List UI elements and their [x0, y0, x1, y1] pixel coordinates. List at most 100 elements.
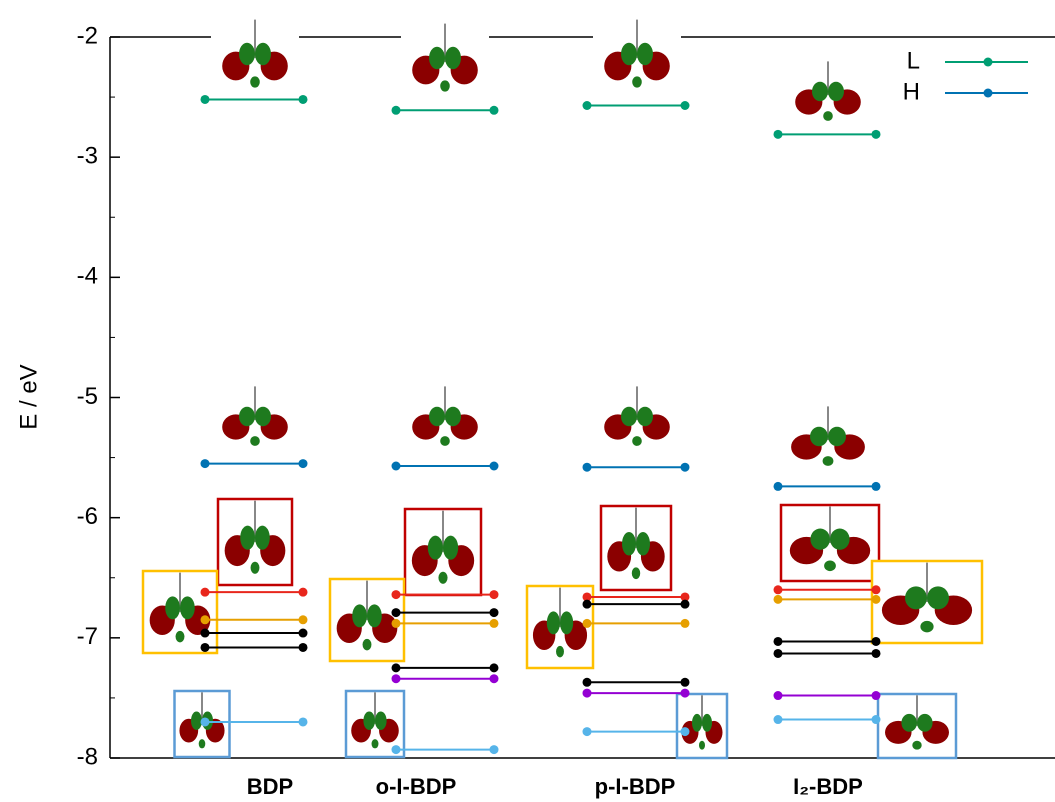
lobe [363, 639, 372, 650]
energy-level [774, 691, 881, 700]
lobe [810, 529, 830, 550]
level-dot [774, 130, 783, 139]
orbital-picture [593, 385, 681, 455]
level-dot [299, 615, 308, 624]
level-dot [392, 663, 401, 672]
orbital-picture [677, 694, 727, 758]
lobe [372, 739, 379, 748]
lobe [622, 532, 636, 556]
level-dot [490, 745, 499, 754]
level-dot [490, 461, 499, 470]
level-dot [681, 727, 690, 736]
lobe [250, 76, 260, 87]
orbital-picture [211, 18, 299, 98]
lobe [810, 427, 828, 447]
level-dot [299, 643, 308, 652]
level-dot [872, 649, 881, 658]
level-dot [201, 643, 210, 652]
level-dot [681, 689, 690, 698]
lobe [367, 604, 382, 627]
energy-level [583, 689, 690, 698]
level-dot [681, 101, 690, 110]
lobe [375, 711, 387, 729]
energy-level [201, 459, 308, 468]
level-dot [774, 649, 783, 658]
level-dot [872, 595, 881, 604]
orbital-picture [601, 506, 671, 590]
lobe [812, 82, 828, 102]
level-dot [490, 590, 499, 599]
lobe [239, 407, 255, 427]
lobe [352, 604, 367, 627]
lobe [255, 407, 271, 427]
chart: E / eV -8-7-6-5-4-3-2BDPo-I-BDPp-I-BDPI₂… [0, 0, 1055, 802]
lobe [240, 526, 255, 550]
lobe [927, 586, 949, 609]
level-dot [490, 663, 499, 672]
level-dot [681, 678, 690, 687]
lobe [445, 47, 461, 69]
orbital-picture [784, 60, 872, 130]
lobe [830, 529, 850, 550]
level-dot [583, 463, 592, 472]
lobe [255, 526, 270, 550]
lobe [828, 82, 844, 102]
level-dot [872, 715, 881, 724]
lobe [632, 76, 642, 87]
energy-level [392, 608, 499, 617]
energy-level [392, 674, 499, 683]
orbital-picture [218, 499, 292, 585]
lobe [440, 436, 450, 446]
lobe [823, 456, 834, 466]
y-axis-label: E / eV [15, 364, 42, 429]
energy-level [392, 106, 499, 115]
energy-level [392, 619, 499, 628]
energy-level [774, 649, 881, 658]
energy-level [774, 130, 881, 139]
lobe [191, 711, 202, 729]
lobe [429, 407, 445, 427]
level-dot [392, 106, 401, 115]
level-dot [872, 482, 881, 491]
lobe [165, 596, 180, 619]
energy-level [774, 585, 881, 594]
lobe [632, 567, 640, 579]
orbital-picture [872, 561, 982, 643]
lobe [828, 427, 846, 447]
lobe [560, 611, 573, 634]
level-dot [299, 717, 308, 726]
energy-level [583, 678, 690, 687]
lobe [363, 711, 375, 729]
lobe [251, 562, 260, 574]
orbital-picture [405, 509, 481, 595]
orbital-picture [781, 505, 879, 581]
level-dot [392, 590, 401, 599]
energy-level [774, 595, 881, 604]
level-dot [392, 608, 401, 617]
lobe [428, 536, 443, 560]
lobe [255, 43, 271, 65]
lobe [199, 739, 206, 748]
lobe [920, 621, 933, 632]
level-dot [392, 619, 401, 628]
level-dot [583, 619, 592, 628]
y-tick-label: -5 [77, 383, 98, 410]
level-dot [774, 715, 783, 724]
energy-level [583, 463, 690, 472]
level-dot [774, 585, 783, 594]
energy-level [583, 600, 690, 609]
orbital-picture [401, 22, 489, 102]
legend-dot [984, 89, 993, 98]
lobe [250, 436, 260, 446]
legend-dot [984, 58, 993, 67]
energy-level [583, 619, 690, 628]
orbital-picture [143, 571, 217, 653]
lobe [917, 714, 933, 732]
level-dot [872, 691, 881, 700]
lobe [637, 407, 653, 427]
lobe [621, 407, 637, 427]
orbital-picture [878, 694, 956, 758]
level-dot [583, 600, 592, 609]
level-dot [681, 600, 690, 609]
lobe [440, 80, 450, 91]
